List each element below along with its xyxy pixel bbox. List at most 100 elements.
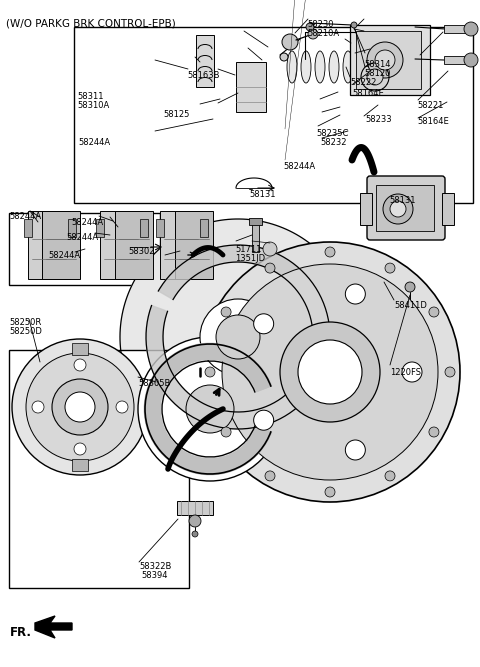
Circle shape xyxy=(429,307,439,317)
Bar xyxy=(175,211,213,279)
Bar xyxy=(200,219,208,237)
Text: 58411D: 58411D xyxy=(395,301,427,310)
Circle shape xyxy=(32,401,44,413)
Text: 58250R: 58250R xyxy=(10,318,42,327)
Text: 58235C: 58235C xyxy=(317,129,349,138)
Text: 58394: 58394 xyxy=(141,571,168,580)
Ellipse shape xyxy=(287,51,297,83)
Text: 58222: 58222 xyxy=(350,78,377,87)
Circle shape xyxy=(306,23,314,31)
Circle shape xyxy=(345,284,365,304)
Bar xyxy=(252,224,259,252)
Circle shape xyxy=(280,53,288,61)
Circle shape xyxy=(12,339,148,475)
Circle shape xyxy=(464,53,478,67)
Ellipse shape xyxy=(315,51,325,83)
Circle shape xyxy=(200,242,460,502)
Circle shape xyxy=(385,471,395,481)
Circle shape xyxy=(221,427,231,437)
Circle shape xyxy=(325,487,335,497)
Text: 58322B: 58322B xyxy=(139,562,171,571)
Circle shape xyxy=(116,401,128,413)
Bar xyxy=(442,193,454,225)
Bar xyxy=(356,31,421,89)
Bar xyxy=(96,219,104,237)
Text: 58244A: 58244A xyxy=(78,138,110,147)
Ellipse shape xyxy=(343,51,353,83)
Text: 51711: 51711 xyxy=(235,245,262,254)
Circle shape xyxy=(205,367,215,377)
Bar xyxy=(28,211,70,279)
Bar xyxy=(100,211,142,279)
Text: 58131: 58131 xyxy=(250,190,276,199)
Circle shape xyxy=(222,264,438,480)
Circle shape xyxy=(345,440,365,460)
Polygon shape xyxy=(120,219,356,455)
Text: 58244A: 58244A xyxy=(283,162,315,171)
Text: 58131: 58131 xyxy=(390,196,416,205)
Circle shape xyxy=(367,42,403,78)
Circle shape xyxy=(445,367,455,377)
Text: 58311: 58311 xyxy=(78,92,104,101)
Text: 58164E: 58164E xyxy=(418,117,449,125)
Bar xyxy=(72,343,88,355)
Bar xyxy=(24,219,32,237)
Circle shape xyxy=(26,353,134,461)
Bar xyxy=(140,219,148,237)
Bar xyxy=(74,27,473,203)
Text: (W/O PARKG BRK CONTROL-EPB): (W/O PARKG BRK CONTROL-EPB) xyxy=(6,19,176,29)
Circle shape xyxy=(253,313,274,334)
Circle shape xyxy=(383,194,413,224)
Text: 58244A: 58244A xyxy=(66,233,98,242)
Text: 58221: 58221 xyxy=(418,101,444,110)
Circle shape xyxy=(74,359,86,371)
Circle shape xyxy=(405,282,415,292)
Text: 58244A: 58244A xyxy=(71,218,103,227)
Circle shape xyxy=(298,340,362,404)
Circle shape xyxy=(65,392,95,422)
Ellipse shape xyxy=(329,51,339,83)
Bar xyxy=(42,211,80,279)
Text: 58250D: 58250D xyxy=(10,327,42,336)
Circle shape xyxy=(282,34,298,50)
Text: FR.: FR. xyxy=(10,626,32,638)
Text: 58310A: 58310A xyxy=(78,101,110,109)
Bar xyxy=(68,219,76,237)
Circle shape xyxy=(189,515,201,527)
Bar xyxy=(160,211,202,279)
Bar xyxy=(249,218,262,225)
Circle shape xyxy=(74,443,86,455)
Text: 1351JD: 1351JD xyxy=(235,254,265,263)
Text: 1220FS: 1220FS xyxy=(390,368,421,377)
Circle shape xyxy=(263,242,277,256)
Circle shape xyxy=(385,263,395,273)
FancyBboxPatch shape xyxy=(367,176,445,240)
Bar xyxy=(177,501,213,515)
Text: 58232: 58232 xyxy=(321,138,347,147)
Bar xyxy=(444,25,466,33)
Text: 58210A: 58210A xyxy=(307,29,339,37)
Text: 58314: 58314 xyxy=(365,60,391,69)
Bar xyxy=(444,56,466,64)
Circle shape xyxy=(325,247,335,257)
Bar xyxy=(236,62,266,112)
Bar xyxy=(9,213,160,285)
Circle shape xyxy=(390,201,406,217)
Circle shape xyxy=(200,299,276,375)
Bar xyxy=(376,185,434,231)
Circle shape xyxy=(429,427,439,437)
Circle shape xyxy=(308,29,318,39)
Text: 58244A: 58244A xyxy=(48,251,80,259)
Circle shape xyxy=(402,362,422,382)
Bar xyxy=(72,459,88,471)
Text: 58125: 58125 xyxy=(163,110,190,119)
Circle shape xyxy=(52,379,108,435)
Text: 58163B: 58163B xyxy=(187,71,220,80)
Circle shape xyxy=(280,322,380,422)
Text: 58305B: 58305B xyxy=(138,379,170,388)
Polygon shape xyxy=(35,616,72,638)
Text: 58244A: 58244A xyxy=(10,212,42,221)
Ellipse shape xyxy=(357,51,367,83)
Bar xyxy=(360,193,372,225)
Circle shape xyxy=(265,471,275,481)
